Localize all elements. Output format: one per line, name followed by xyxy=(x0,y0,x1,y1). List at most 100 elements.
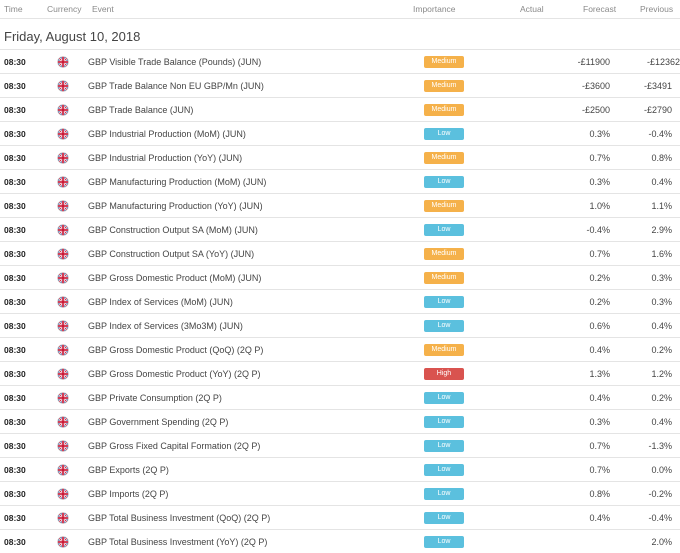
event-time: 08:30 xyxy=(4,177,26,187)
event-name[interactable]: GBP Index of Services (3Mo3M) (JUN) xyxy=(88,321,243,331)
event-name[interactable]: GBP Government Spending (2Q P) xyxy=(88,417,229,427)
event-name[interactable]: GBP Gross Domestic Product (MoM) (JUN) xyxy=(88,273,262,283)
uk-flag-icon xyxy=(57,464,69,476)
event-name[interactable]: GBP Construction Output SA (MoM) (JUN) xyxy=(88,225,258,235)
table-row[interactable]: 08:30 GBP Construction Output SA (YoY) (… xyxy=(0,241,680,265)
importance-badge: Low xyxy=(424,416,464,428)
table-row[interactable]: 08:30 GBP Manufacturing Production (MoM)… xyxy=(0,169,680,193)
forecast-value: 0.4% xyxy=(589,345,610,355)
previous-value: 1.6% xyxy=(651,249,672,259)
previous-value: 1.2% xyxy=(651,369,672,379)
event-name[interactable]: GBP Total Business Investment (QoQ) (2Q … xyxy=(88,513,271,523)
uk-flag-icon xyxy=(57,512,69,524)
uk-flag-icon xyxy=(57,368,69,380)
uk-flag-icon xyxy=(57,248,69,260)
uk-flag-icon xyxy=(57,152,69,164)
event-name[interactable]: GBP Gross Domestic Product (QoQ) (2Q P) xyxy=(88,345,264,355)
table-row[interactable]: 08:30 GBP Trade Balance (JUN) Medium -£2… xyxy=(0,97,680,121)
table-row[interactable]: 08:30 GBP Total Business Investment (YoY… xyxy=(0,529,680,553)
event-time: 08:30 xyxy=(4,57,26,67)
event-name[interactable]: GBP Total Business Investment (YoY) (2Q … xyxy=(88,537,268,547)
event-name[interactable]: GBP Manufacturing Production (YoY) (JUN) xyxy=(88,201,263,211)
uk-flag-icon xyxy=(57,128,69,140)
event-name[interactable]: GBP Industrial Production (MoM) (JUN) xyxy=(88,129,246,139)
event-name[interactable]: GBP Visible Trade Balance (Pounds) (JUN) xyxy=(88,57,262,67)
event-time: 08:30 xyxy=(4,321,26,331)
previous-value: -0.2% xyxy=(648,489,672,499)
event-time: 08:30 xyxy=(4,369,26,379)
event-name[interactable]: GBP Construction Output SA (YoY) (JUN) xyxy=(88,249,255,259)
event-name[interactable]: GBP Industrial Production (YoY) (JUN) xyxy=(88,153,243,163)
event-time: 08:30 xyxy=(4,273,26,283)
importance-badge: Low xyxy=(424,440,464,452)
forecast-value: 0.8% xyxy=(589,489,610,499)
event-name[interactable]: GBP Index of Services (MoM) (JUN) xyxy=(88,297,233,307)
event-name[interactable]: GBP Exports (2Q P) xyxy=(88,465,169,475)
importance-badge: Medium xyxy=(424,104,464,116)
column-header-currency[interactable]: Currency xyxy=(47,4,82,14)
previous-value: 1.1% xyxy=(651,201,672,211)
importance-badge: Low xyxy=(424,224,464,236)
column-header-previous[interactable]: Previous xyxy=(640,4,674,14)
table-row[interactable]: 08:30 GBP Total Business Investment (QoQ… xyxy=(0,505,680,529)
table-row[interactable]: 08:30 GBP Visible Trade Balance (Pounds)… xyxy=(0,49,680,73)
column-header-importance[interactable]: Importance xyxy=(413,4,456,14)
previous-value: 0.0% xyxy=(651,465,672,475)
previous-value: 2.0% xyxy=(651,537,672,547)
table-row[interactable]: 08:30 GBP Manufacturing Production (YoY)… xyxy=(0,193,680,217)
importance-badge: Low xyxy=(424,392,464,404)
uk-flag-icon xyxy=(57,320,69,332)
event-time: 08:30 xyxy=(4,81,26,91)
uk-flag-icon xyxy=(57,536,69,548)
importance-badge: Medium xyxy=(424,200,464,212)
table-row[interactable]: 08:30 GBP Gross Fixed Capital Formation … xyxy=(0,433,680,457)
event-name[interactable]: GBP Private Consumption (2Q P) xyxy=(88,393,222,403)
forecast-value: 0.3% xyxy=(589,177,610,187)
table-row[interactable]: 08:30 GBP Imports (2Q P) Low 0.8% -0.2% xyxy=(0,481,680,505)
table-row[interactable]: 08:30 GBP Private Consumption (2Q P) Low… xyxy=(0,385,680,409)
event-name[interactable]: GBP Trade Balance Non EU GBP/Mn (JUN) xyxy=(88,81,264,91)
column-header-event[interactable]: Event xyxy=(92,4,114,14)
column-header-time[interactable]: Time xyxy=(4,4,23,14)
importance-badge: Medium xyxy=(424,80,464,92)
column-header-forecast[interactable]: Forecast xyxy=(583,4,617,14)
previous-value: -0.4% xyxy=(648,513,672,523)
table-row[interactable]: 08:30 GBP Construction Output SA (MoM) (… xyxy=(0,217,680,241)
importance-badge: Low xyxy=(424,464,464,476)
event-name[interactable]: GBP Gross Domestic Product (YoY) (2Q P) xyxy=(88,369,261,379)
table-row[interactable]: 08:30 GBP Industrial Production (YoY) (J… xyxy=(0,145,680,169)
event-time: 08:30 xyxy=(4,417,26,427)
table-row[interactable]: 08:30 GBP Government Spending (2Q P) Low… xyxy=(0,409,680,433)
table-row[interactable]: 08:30 GBP Gross Domestic Product (QoQ) (… xyxy=(0,337,680,361)
uk-flag-icon xyxy=(57,80,69,92)
event-time: 08:30 xyxy=(4,489,26,499)
event-name[interactable]: GBP Trade Balance (JUN) xyxy=(88,105,194,115)
table-row[interactable]: 08:30 GBP Gross Domestic Product (MoM) (… xyxy=(0,265,680,289)
event-time: 08:30 xyxy=(4,537,26,547)
table-row[interactable]: 08:30 GBP Exports (2Q P) Low 0.7% 0.0% xyxy=(0,457,680,481)
table-row[interactable]: 08:30 GBP Gross Domestic Product (YoY) (… xyxy=(0,361,680,385)
previous-value: -1.3% xyxy=(648,441,672,451)
importance-badge: Medium xyxy=(424,56,464,68)
table-row[interactable]: 08:30 GBP Index of Services (3Mo3M) (JUN… xyxy=(0,313,680,337)
previous-value: 0.4% xyxy=(651,321,672,331)
table-row[interactable]: 08:30 GBP Trade Balance Non EU GBP/Mn (J… xyxy=(0,73,680,97)
event-time: 08:30 xyxy=(4,465,26,475)
previous-value: 2.9% xyxy=(651,225,672,235)
event-time: 08:30 xyxy=(4,225,26,235)
importance-badge: Medium xyxy=(424,248,464,260)
table-row[interactable]: 08:30 GBP Index of Services (MoM) (JUN) … xyxy=(0,289,680,313)
event-name[interactable]: GBP Gross Fixed Capital Formation (2Q P) xyxy=(88,441,261,451)
uk-flag-icon xyxy=(57,440,69,452)
previous-value: -£3491 xyxy=(643,81,672,91)
forecast-value: 0.2% xyxy=(589,273,610,283)
forecast-value: 0.2% xyxy=(589,297,610,307)
table-header: Time Currency Event Importance Actual Fo… xyxy=(0,0,680,18)
uk-flag-icon xyxy=(57,272,69,284)
column-header-actual[interactable]: Actual xyxy=(520,4,544,14)
event-time: 08:30 xyxy=(4,393,26,403)
event-name[interactable]: GBP Manufacturing Production (MoM) (JUN) xyxy=(88,177,267,187)
importance-badge: Medium xyxy=(424,152,464,164)
event-name[interactable]: GBP Imports (2Q P) xyxy=(88,489,169,499)
table-row[interactable]: 08:30 GBP Industrial Production (MoM) (J… xyxy=(0,121,680,145)
